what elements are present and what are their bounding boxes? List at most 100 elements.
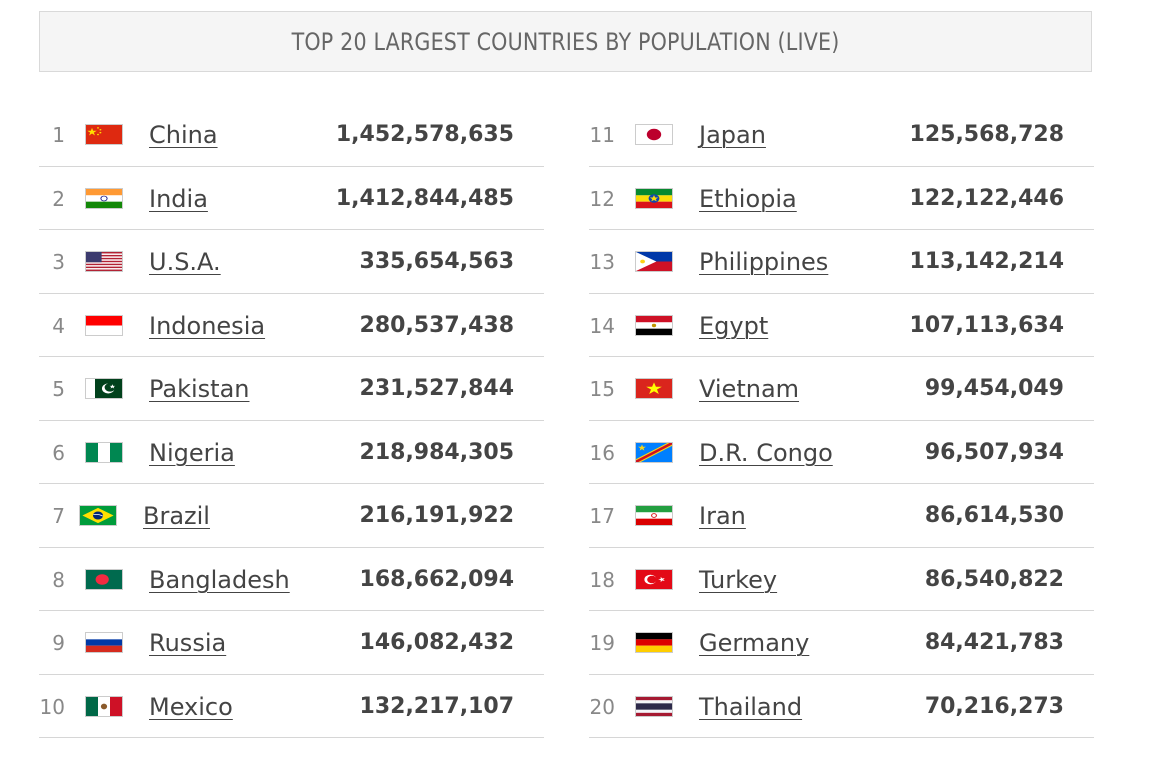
rank-number: 6 — [52, 440, 65, 465]
country-link[interactable]: Russia — [149, 629, 227, 657]
egypt-flag-icon — [635, 314, 673, 336]
country-link[interactable]: Nigeria — [149, 438, 235, 467]
rank-number: 8 — [52, 567, 65, 592]
rank-number: 4 — [52, 313, 65, 338]
table-row: 9 Russia 146,082,432 — [39, 611, 544, 675]
iran-flag-icon — [635, 505, 673, 526]
rank-number: 2 — [52, 186, 65, 211]
rank-number: 10 — [39, 694, 65, 719]
population-value: 218,984,305 — [359, 439, 514, 465]
country-link[interactable]: Germany — [699, 629, 810, 657]
turkey-flag-icon — [635, 568, 673, 590]
table-row: 12 Ethiopia 122,122,446 — [589, 167, 1094, 230]
rank-number: 12 — [589, 186, 615, 211]
country-link[interactable]: Mexico — [149, 692, 233, 721]
right-column: 11 Japan 125,568,728 12 Ethiopia 122,122… — [589, 103, 1094, 738]
usa-flag-icon — [85, 251, 123, 272]
population-value: 84,421,783 — [924, 630, 1064, 655]
japan-flag-icon — [635, 124, 673, 145]
population-value: 1,412,844,485 — [335, 185, 514, 211]
country-link[interactable]: Turkey — [699, 565, 778, 594]
population-value: 216,191,922 — [359, 503, 514, 528]
table-header: TOP 20 LARGEST COUNTRIES BY POPULATION (… — [39, 11, 1092, 72]
population-value: 107,113,634 — [909, 312, 1064, 338]
left-column: 1 China 1,452,578,635 2 India 1,412,844,… — [39, 103, 544, 738]
ethiopia-flag-icon — [635, 187, 673, 209]
vietnam-flag-icon — [635, 378, 673, 399]
rank-number: 19 — [589, 631, 615, 655]
country-link[interactable]: Japan — [699, 121, 766, 149]
population-value: 125,568,728 — [909, 122, 1064, 147]
philippines-flag-icon — [635, 251, 673, 272]
table-row: 6 Nigeria 218,984,305 — [39, 421, 544, 484]
table-row: 3 U.S.A. 335,654,563 — [39, 230, 544, 294]
population-value: 280,537,438 — [359, 312, 514, 338]
country-link[interactable]: India — [149, 184, 208, 213]
country-link[interactable]: Brazil — [143, 502, 210, 530]
country-link[interactable]: Iran — [699, 502, 746, 530]
country-link[interactable]: Bangladesh — [149, 565, 290, 594]
rank-number: 9 — [52, 631, 65, 655]
population-value: 86,614,530 — [924, 503, 1064, 528]
table-row: 1 China 1,452,578,635 — [39, 103, 544, 167]
rank-number: 3 — [52, 250, 65, 274]
table-row: 8 Bangladesh 168,662,094 — [39, 548, 544, 611]
population-value: 1,452,578,635 — [335, 122, 514, 147]
rank-number: 5 — [52, 377, 65, 401]
country-link[interactable]: Ethiopia — [699, 184, 797, 213]
country-link[interactable]: Pakistan — [149, 375, 250, 403]
country-link[interactable]: Indonesia — [149, 311, 266, 340]
rank-number: 20 — [589, 694, 615, 719]
table-row: 19 Germany 84,421,783 — [589, 611, 1094, 675]
country-link[interactable]: Egypt — [699, 311, 769, 340]
population-value: 86,540,822 — [924, 566, 1064, 592]
table-row: 4 Indonesia 280,537,438 — [39, 294, 544, 357]
table-row: 5 Pakistan 231,527,844 — [39, 357, 544, 421]
china-flag-icon — [85, 124, 123, 145]
table-row: 7 Brazil 216,191,922 — [39, 484, 544, 548]
indonesia-flag-icon — [85, 314, 123, 336]
nigeria-flag-icon — [85, 441, 123, 463]
germany-flag-icon — [635, 632, 673, 653]
country-link[interactable]: China — [149, 121, 218, 149]
thailand-flag-icon — [635, 695, 673, 717]
table-row: 13 Philippines 113,142,214 — [589, 230, 1094, 294]
rank-number: 1 — [52, 123, 65, 147]
pakistan-flag-icon — [85, 378, 123, 399]
table-row: 16 D.R. Congo 96,507,934 — [589, 421, 1094, 484]
rank-number: 13 — [589, 250, 615, 274]
population-value: 113,142,214 — [909, 249, 1064, 274]
table-row: 20 Thailand 70,216,273 — [589, 675, 1094, 738]
table-row: 15 Vietnam 99,454,049 — [589, 357, 1094, 421]
population-value: 231,527,844 — [359, 376, 514, 401]
rank-number: 18 — [589, 567, 615, 592]
population-value: 99,454,049 — [924, 376, 1064, 401]
rank-number: 15 — [589, 377, 615, 401]
table-row: 2 India 1,412,844,485 — [39, 167, 544, 230]
country-link[interactable]: Philippines — [699, 248, 829, 276]
brazil-flag-icon — [79, 505, 117, 526]
population-value: 335,654,563 — [359, 249, 514, 274]
rank-number: 14 — [589, 313, 615, 338]
india-flag-icon — [85, 187, 123, 209]
table-row: 10 Mexico 132,217,107 — [39, 675, 544, 738]
dr-congo-flag-icon — [635, 441, 673, 463]
population-value: 146,082,432 — [359, 630, 514, 655]
rank-number: 7 — [52, 504, 65, 528]
rank-number: 11 — [589, 123, 615, 147]
country-link[interactable]: U.S.A. — [149, 248, 221, 276]
table-row: 18 Turkey 86,540,822 — [589, 548, 1094, 611]
country-link[interactable]: D.R. Congo — [699, 438, 833, 467]
population-value: 168,662,094 — [359, 566, 514, 592]
country-link[interactable]: Vietnam — [699, 375, 800, 403]
population-value: 122,122,446 — [909, 185, 1064, 211]
rank-number: 16 — [589, 440, 615, 465]
russia-flag-icon — [85, 632, 123, 653]
table-row: 11 Japan 125,568,728 — [589, 103, 1094, 167]
population-value: 132,217,107 — [359, 693, 514, 719]
page-title: TOP 20 LARGEST COUNTRIES BY POPULATION (… — [291, 27, 840, 56]
country-link[interactable]: Thailand — [699, 692, 803, 721]
rank-number: 17 — [589, 504, 615, 528]
table-row: 14 Egypt 107,113,634 — [589, 294, 1094, 357]
population-value: 96,507,934 — [924, 439, 1064, 465]
